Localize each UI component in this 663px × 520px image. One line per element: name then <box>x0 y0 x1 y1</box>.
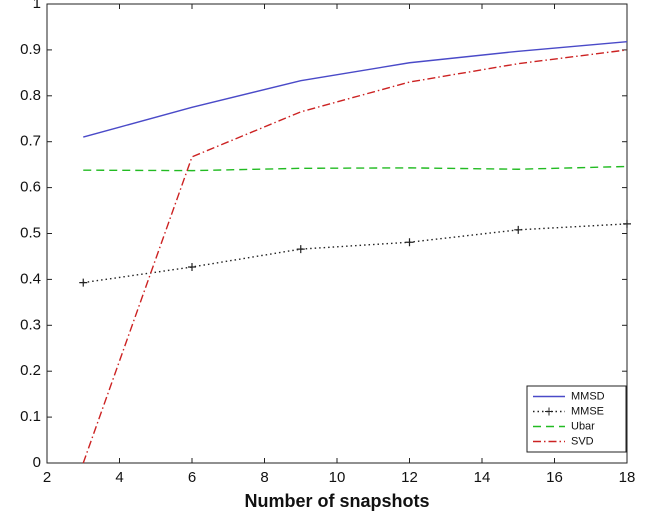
y-tick-label: 1 <box>33 0 41 12</box>
point-marker <box>188 263 196 272</box>
y-tick-label: 0.5 <box>20 224 41 241</box>
x-tick-label: 14 <box>474 469 491 486</box>
point-marker <box>296 245 305 254</box>
y-tick-label: 0.6 <box>20 179 41 196</box>
line <box>83 223 628 284</box>
x-tick-label: 12 <box>401 469 418 486</box>
y-tick-label: 0.8 <box>20 87 41 104</box>
point-marker <box>405 238 414 247</box>
legend-label: MMSE <box>571 405 604 417</box>
legend-label: Ubar <box>571 420 595 432</box>
y-tick-label: 0.3 <box>20 316 41 333</box>
x-tick-label: 8 <box>260 469 268 486</box>
point-marker <box>514 225 523 234</box>
y-tick-label: 0.9 <box>20 41 41 58</box>
y-tick-label: 0 <box>33 454 41 471</box>
legend-label: SVD <box>571 435 594 447</box>
x-tick-label: 2 <box>43 469 51 486</box>
x-axis-label: Number of snapshots <box>244 491 429 511</box>
point-marker <box>79 278 88 287</box>
line <box>82 49 628 464</box>
y-tick-label: 0.1 <box>20 408 41 425</box>
y-tick-label: 0.2 <box>20 362 41 379</box>
legend-label: MMSD <box>571 390 605 402</box>
x-tick-label: 16 <box>546 469 563 486</box>
x-tick-label: 18 <box>619 469 636 486</box>
x-tick-label: 6 <box>188 469 196 486</box>
x-tick-label: 10 <box>329 469 346 486</box>
y-tick-label: 0.4 <box>20 270 41 287</box>
line <box>83 40 628 138</box>
point-marker <box>623 219 631 228</box>
line <box>83 165 628 172</box>
x-tick-label: 4 <box>115 469 123 486</box>
legend-marker <box>545 407 553 416</box>
y-tick-label: 0.7 <box>20 133 41 150</box>
